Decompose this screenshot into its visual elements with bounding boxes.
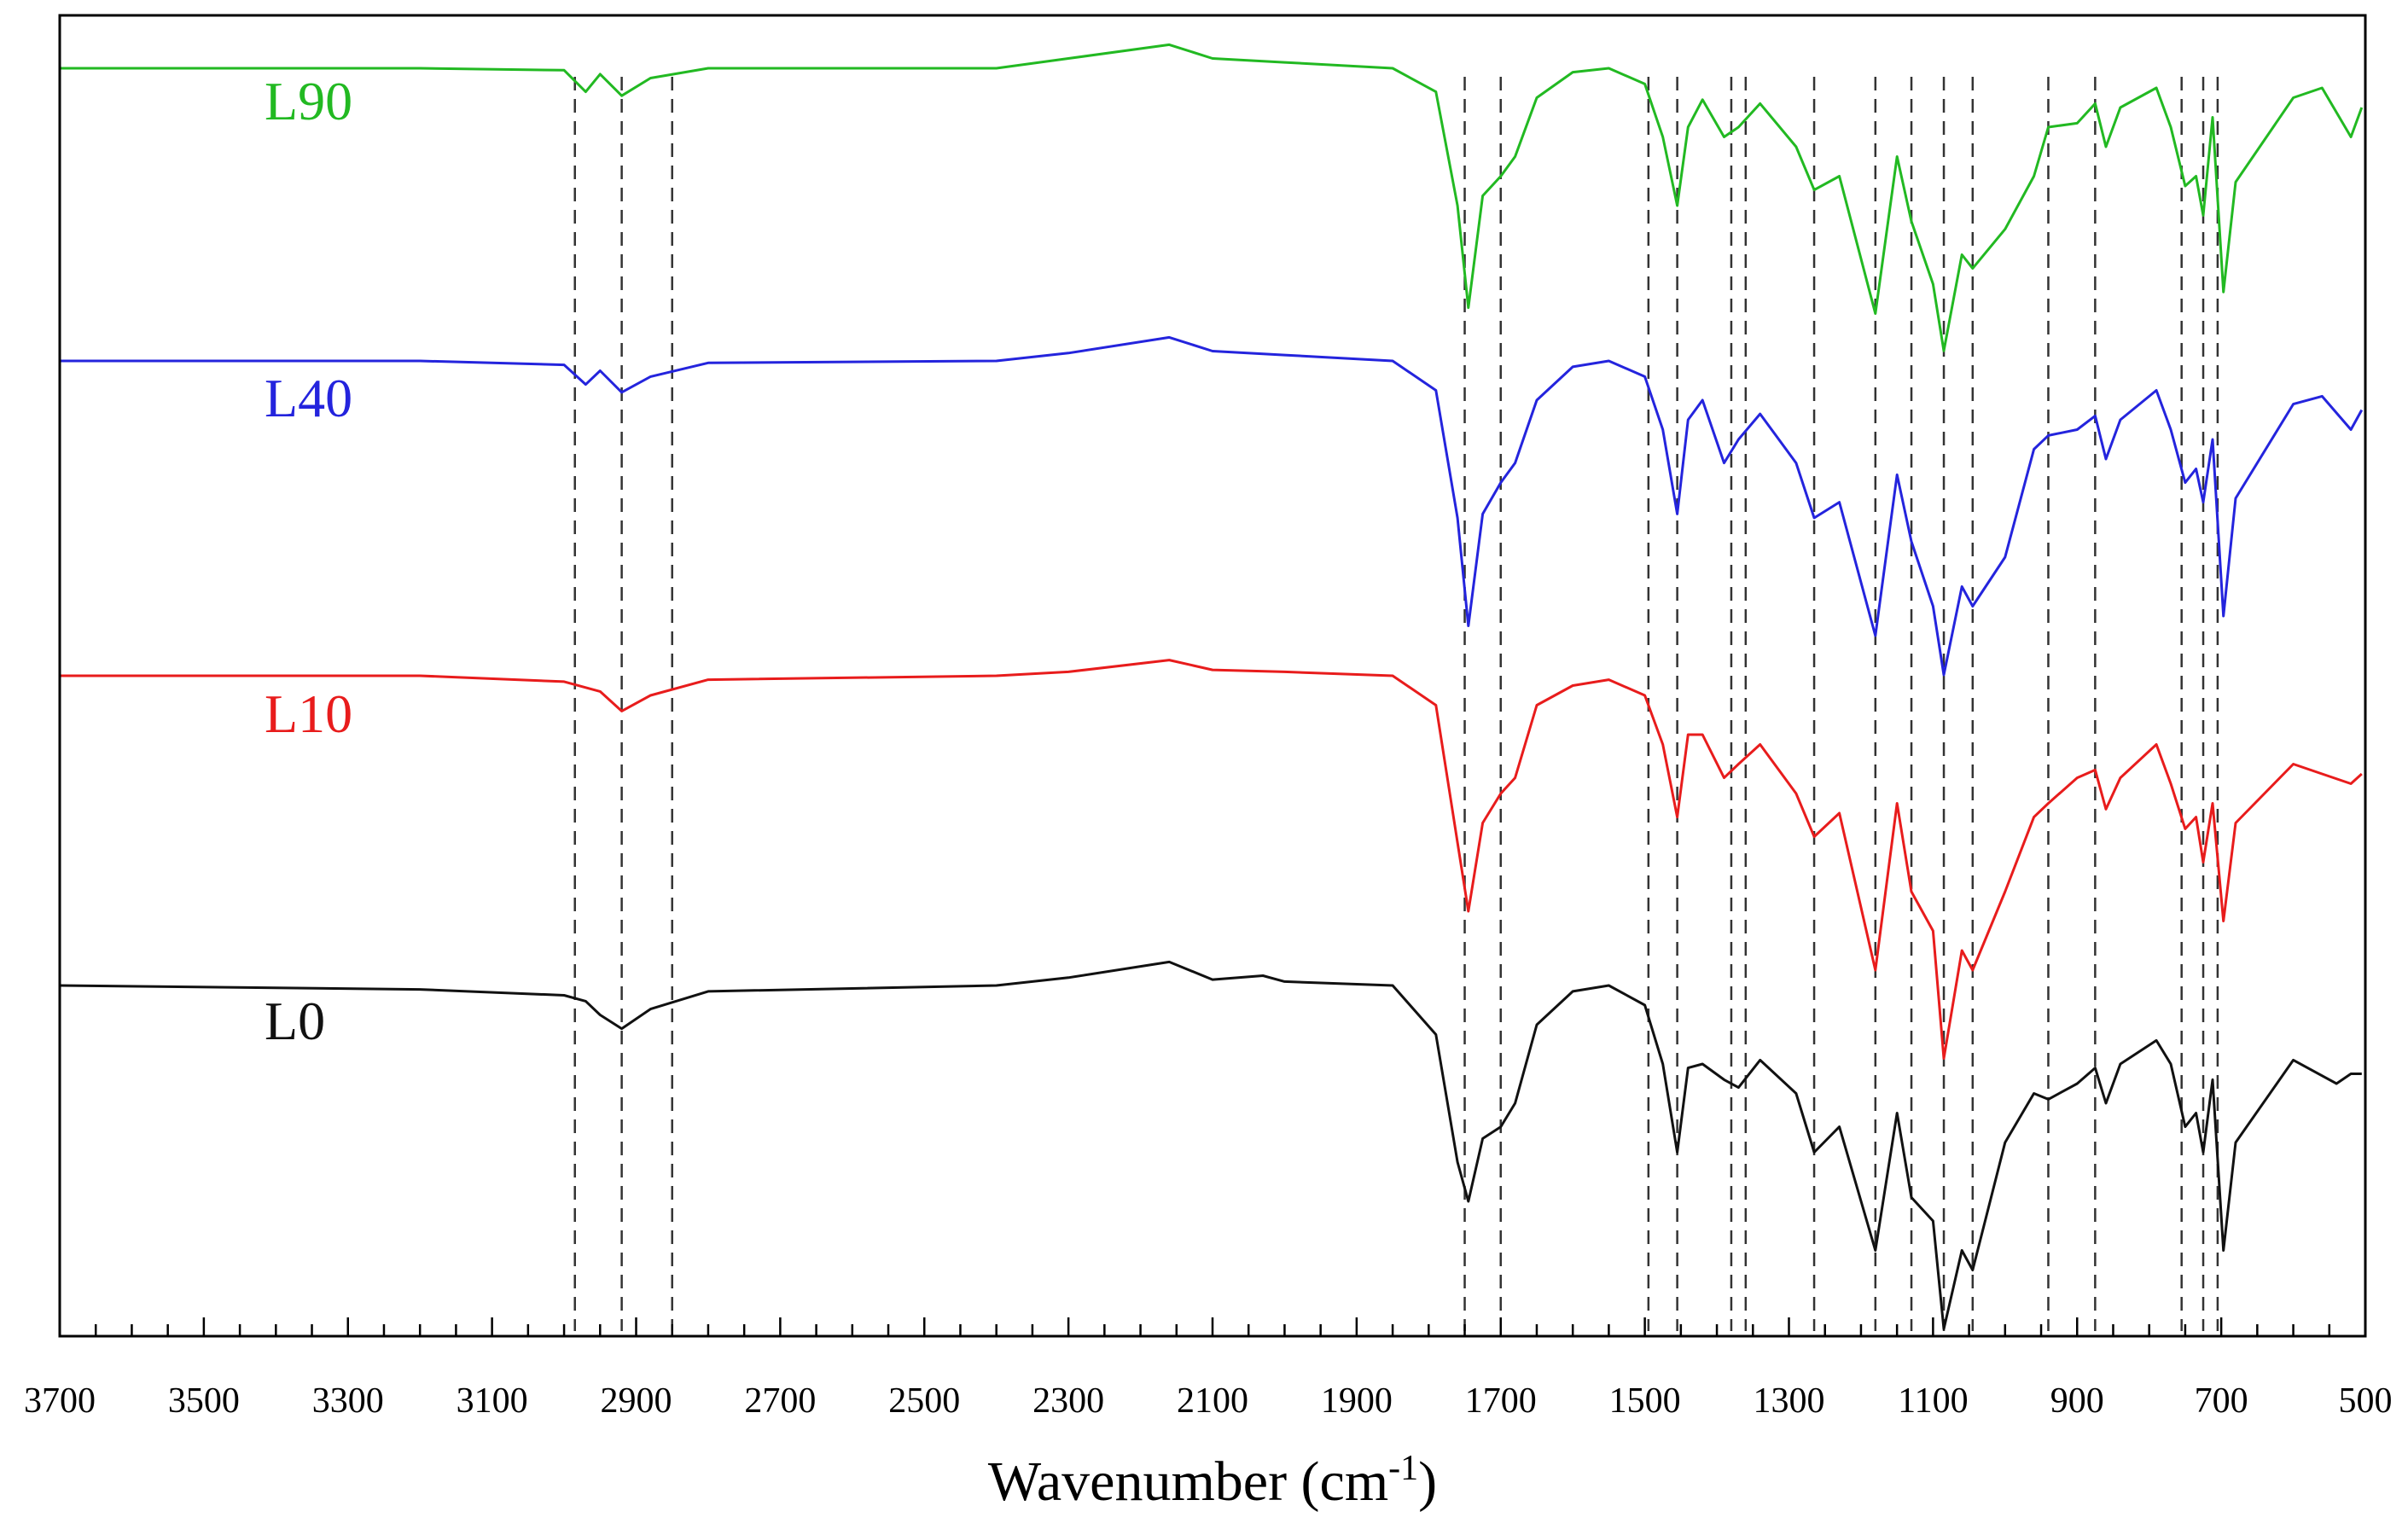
x-axis-tick-labels: 3700 3500 3300 3100 2900 2700 2500 2300 2100 1900… — [24, 1381, 2393, 1421]
x-tick-label-1700: 1700 — [1465, 1381, 1537, 1421]
series-line-l40 — [60, 335, 2364, 677]
x-tick-label-2100: 2100 — [1177, 1381, 1248, 1421]
x-tick-label-2500: 2500 — [888, 1381, 960, 1421]
x-axis-title: Wavenumber (cm-1) — [988, 1449, 1437, 1513]
reference-lines — [573, 77, 2219, 1331]
series-line-l10 — [60, 659, 2363, 1060]
x-tick-label-3300: 3300 — [312, 1381, 384, 1421]
series-line-l0 — [59, 960, 2362, 1330]
series-layer — [59, 43, 2364, 1330]
x-tick-label-1100: 1100 — [1898, 1381, 1968, 1421]
x-tick-label-500: 500 — [2339, 1381, 2393, 1421]
series-label-l90: L90 — [265, 71, 352, 131]
x-tick-label-700: 700 — [2195, 1381, 2248, 1421]
x-tick-label-1300: 1300 — [1754, 1381, 1825, 1421]
series-label-l10: L10 — [265, 683, 352, 744]
series-line-l90 — [60, 43, 2364, 352]
x-tick-label-3500: 3500 — [168, 1381, 240, 1421]
series-label-l40: L40 — [265, 368, 352, 428]
x-tick-label-900: 900 — [2050, 1381, 2104, 1421]
x-tick-label-2300: 2300 — [1032, 1381, 1104, 1421]
x-tick-label-1500: 1500 — [1609, 1381, 1681, 1421]
series-label-l0: L0 — [265, 991, 325, 1051]
x-tick-label-2900: 2900 — [601, 1381, 672, 1421]
series-labels: L90 L40 L10 L0 — [265, 71, 352, 1051]
x-tick-label-2700: 2700 — [744, 1381, 816, 1421]
x-axis-ticks — [58, 1317, 2367, 1336]
x-tick-label-3700: 3700 — [24, 1381, 96, 1421]
x-tick-label-3100: 3100 — [457, 1381, 528, 1421]
x-tick-label-1900: 1900 — [1321, 1381, 1393, 1421]
